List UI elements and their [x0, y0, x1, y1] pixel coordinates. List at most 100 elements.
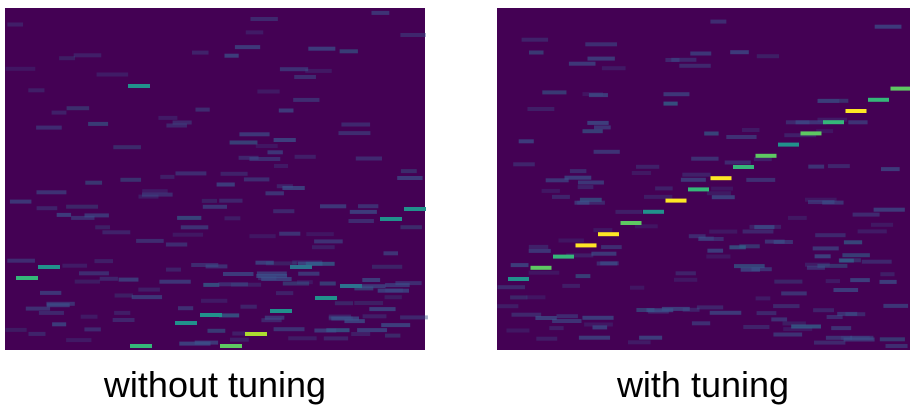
- heatmap-cell: [730, 50, 749, 54]
- heatmap-cell: [707, 191, 731, 195]
- heatmap-cell: [593, 228, 612, 232]
- heatmap-cell: [173, 121, 192, 125]
- heatmap-cell: [142, 193, 173, 197]
- heatmap-cell: [710, 20, 726, 24]
- heatmap-cell: [823, 120, 844, 124]
- heatmap-cell: [813, 308, 834, 312]
- heatmap-cell: [249, 234, 275, 238]
- heatmap-cell: [636, 165, 659, 169]
- heatmap-cell: [88, 122, 108, 126]
- heatmap-cell: [219, 313, 239, 317]
- heatmap-cell: [549, 326, 563, 330]
- heatmap-cell: [256, 274, 287, 278]
- heatmap-cell: [690, 52, 711, 56]
- heatmap-cell: [507, 329, 530, 333]
- heatmap-cell: [314, 239, 343, 243]
- heatmap-cell: [841, 336, 870, 340]
- heatmap-cell: [886, 344, 908, 348]
- heatmap-cell: [351, 332, 370, 336]
- heatmap-cell: [359, 284, 385, 288]
- heatmap-cell: [380, 217, 402, 221]
- heatmap-cell: [66, 205, 98, 209]
- heatmap-cell: [706, 255, 730, 259]
- heatmap-cell: [655, 186, 673, 190]
- heatmap-cell: [7, 23, 23, 27]
- heatmap-cell: [84, 327, 100, 331]
- heatmap-cell: [752, 267, 772, 271]
- heatmap-cell: [81, 315, 98, 319]
- heatmap-cell: [616, 210, 643, 214]
- heatmap-cell: [395, 281, 421, 285]
- heatmap-cell: [712, 195, 735, 199]
- heatmap-cell: [746, 178, 775, 182]
- heatmap-cell: [582, 316, 613, 320]
- heatmap-cell: [279, 232, 300, 236]
- heatmap-cell: [324, 336, 348, 340]
- heatmap-cell: [385, 295, 402, 299]
- heatmap-cell: [6, 328, 27, 332]
- heatmap-cell: [369, 307, 395, 311]
- heatmap-cell: [591, 252, 616, 256]
- heatmap-cell: [621, 221, 642, 225]
- heatmap-cell: [601, 245, 622, 249]
- heatmap-without-tuning: [5, 8, 428, 350]
- heatmap-cell: [40, 291, 61, 295]
- heatmap-cell: [7, 259, 35, 263]
- heatmap-cell: [293, 98, 319, 102]
- heatmap-cell: [881, 167, 900, 171]
- heatmap-cell: [773, 304, 799, 308]
- heatmap-cell: [883, 304, 908, 308]
- heatmap-cell: [729, 245, 745, 249]
- heatmap-cell: [245, 332, 267, 336]
- heatmap-cell: [201, 299, 227, 303]
- heatmap-cell: [85, 213, 109, 217]
- heatmap-cell: [643, 210, 664, 214]
- heatmap-cell: [223, 272, 253, 276]
- heatmap-cell: [664, 102, 678, 106]
- heatmap-cell: [178, 306, 193, 310]
- heatmap-cell: [97, 73, 129, 77]
- heatmap-cell: [274, 138, 296, 142]
- heatmap-cell: [138, 288, 160, 292]
- heatmap-cell: [756, 154, 777, 158]
- heatmap-cell: [578, 181, 604, 185]
- heatmap-cell: [85, 181, 102, 185]
- heatmap-cell: [128, 84, 150, 88]
- heatmap-cell: [639, 336, 662, 340]
- heatmap-cell: [113, 318, 135, 322]
- heatmap-cell: [858, 229, 887, 233]
- heatmap-cell: [297, 280, 313, 284]
- heatmap-cell: [853, 213, 880, 217]
- heatmap-cell: [221, 172, 248, 176]
- heatmap-cell: [47, 303, 70, 307]
- heatmap-cell: [256, 144, 278, 148]
- heatmap-cell: [513, 162, 535, 166]
- heatmap-cell: [850, 278, 870, 282]
- heatmap-cell: [562, 284, 580, 288]
- heatmap-cell: [314, 329, 336, 333]
- heatmap-cell: [95, 259, 114, 263]
- heatmap-cell: [306, 232, 334, 236]
- heatmap-cell: [822, 201, 843, 205]
- heatmap-cell: [844, 240, 862, 244]
- heatmap-with-tuning: [497, 8, 910, 350]
- heatmap-cell: [28, 88, 44, 92]
- heatmap-cell: [692, 321, 710, 325]
- heatmap-cell: [102, 230, 130, 234]
- heatmap-cell: [552, 195, 570, 199]
- heatmap-cell: [579, 336, 610, 340]
- heatmap-cell: [559, 239, 584, 243]
- heatmap-cell: [584, 323, 613, 327]
- heatmap-cell: [553, 255, 574, 259]
- heatmap-cell: [552, 319, 581, 323]
- heatmap-cell: [815, 233, 845, 237]
- heatmap-cell: [113, 145, 141, 149]
- heatmap-cell: [62, 264, 87, 268]
- heatmap-cell: [176, 171, 207, 175]
- heatmap-cell: [57, 213, 71, 217]
- heatmap-cell: [848, 120, 867, 124]
- heatmap-cell: [570, 169, 586, 173]
- heatmap-cell: [774, 280, 802, 284]
- heatmap-cell: [195, 341, 218, 345]
- heatmap-cell: [200, 313, 222, 317]
